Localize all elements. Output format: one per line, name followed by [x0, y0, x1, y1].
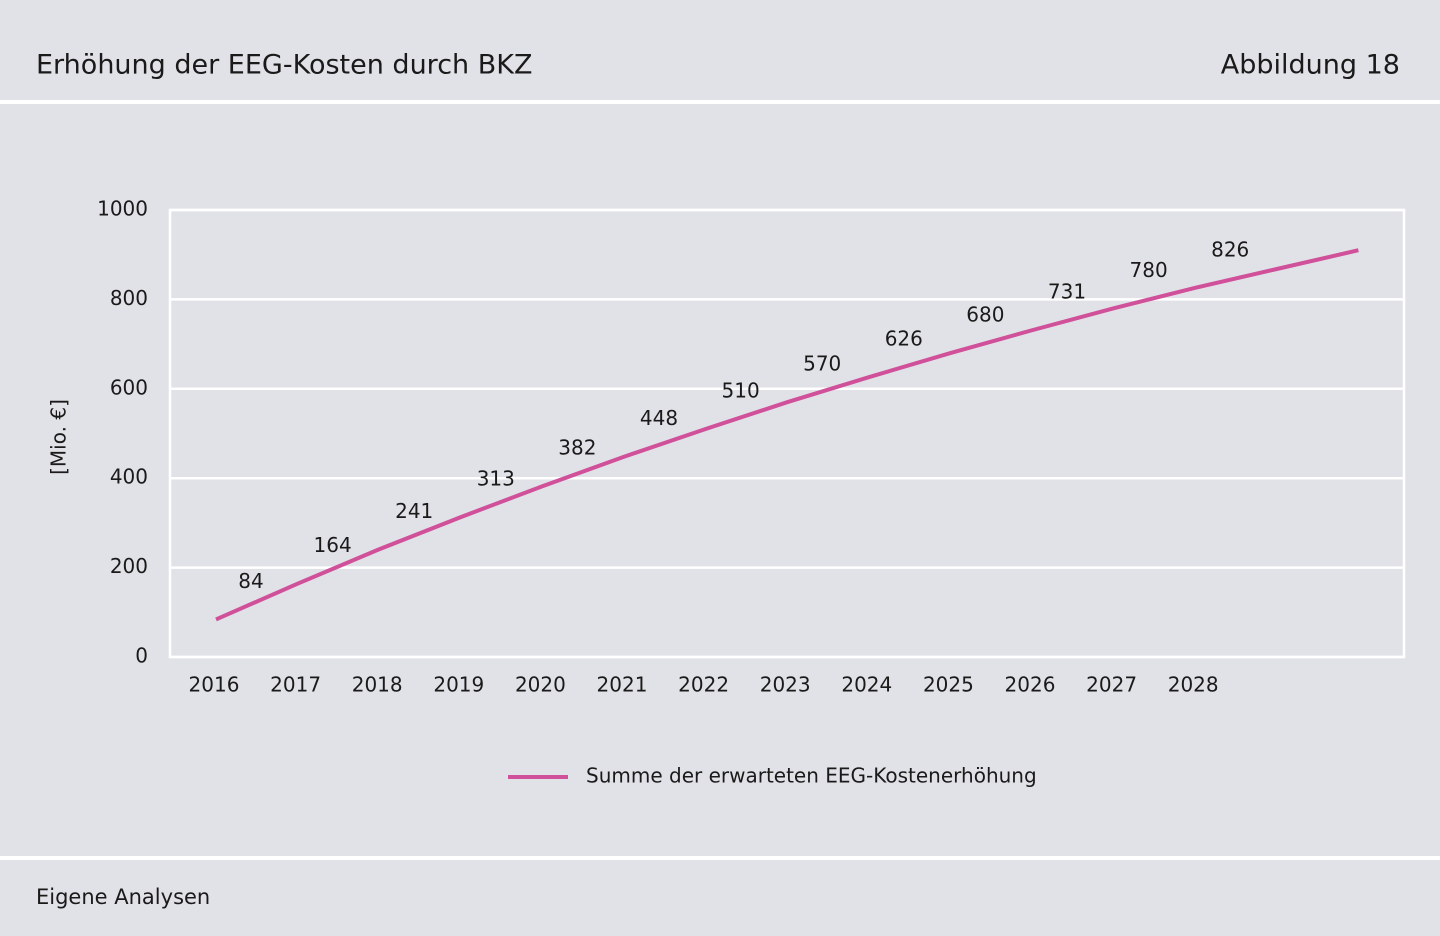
x-tick-label: 2028 [1168, 673, 1219, 697]
x-tick-label: 2023 [760, 673, 811, 697]
data-label: 680 [966, 303, 1004, 327]
figure-label: Abbildung 18 [1221, 50, 1400, 81]
chart-title: Erhöhung der EEG-Kosten durch BKZ [36, 50, 532, 81]
data-label: 626 [885, 327, 923, 351]
y-tick-label: 200 [110, 554, 148, 578]
data-label: 382 [558, 436, 596, 460]
data-label: 84 [238, 569, 263, 593]
y-tick-label: 1000 [97, 197, 148, 221]
x-tick-label: 2024 [841, 673, 892, 697]
y-tick-label: 800 [110, 286, 148, 310]
divider [0, 856, 1440, 860]
data-label: 780 [1130, 258, 1168, 282]
source: Eigene Analysen [36, 885, 210, 909]
data-label: 241 [395, 499, 433, 523]
data-label: 510 [722, 379, 760, 403]
x-tick-label: 2020 [515, 673, 566, 697]
x-tick-label: 2016 [189, 673, 240, 697]
x-tick-label: 2017 [270, 673, 321, 697]
y-tick-label: 400 [110, 465, 148, 489]
y-axis-label: [Mio. €] [47, 399, 71, 475]
x-tick-label: 2019 [433, 673, 484, 697]
x-tick-label: 2021 [597, 673, 648, 697]
y-tick-label: 600 [110, 375, 148, 399]
data-label: 731 [1048, 280, 1086, 304]
x-tick-label: 2025 [923, 673, 974, 697]
divider [0, 100, 1440, 104]
x-tick-label: 2018 [352, 673, 403, 697]
legend-label: Summe der erwarteten EEG-Kostenerhöhung [586, 764, 1037, 788]
y-tick-label: 0 [135, 644, 148, 668]
data-label: 570 [803, 352, 841, 376]
x-tick-label: 2026 [1005, 673, 1056, 697]
data-line [215, 248, 1359, 622]
x-tick-label: 2022 [678, 673, 729, 697]
data-label: 313 [477, 467, 515, 491]
data-label: 826 [1211, 237, 1249, 261]
x-tick-label: 2027 [1086, 673, 1137, 697]
data-label: 164 [314, 533, 352, 557]
data-label: 448 [640, 406, 678, 430]
